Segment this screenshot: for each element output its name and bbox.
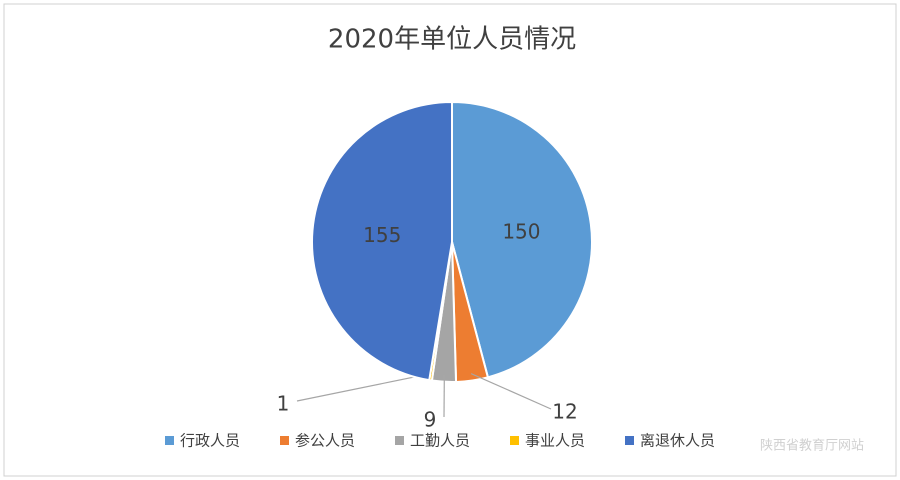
leader-line bbox=[470, 373, 552, 410]
legend-label: 行政人员 bbox=[180, 432, 240, 450]
legend-marker bbox=[395, 436, 404, 445]
chart-title: 2020年单位人员情况 bbox=[328, 25, 576, 55]
legend-marker bbox=[165, 436, 174, 445]
legend-label: 参公人员 bbox=[295, 432, 355, 450]
watermark: 陕西省教育厅网站 bbox=[760, 438, 864, 454]
leader-line bbox=[296, 372, 432, 402]
pie-slice bbox=[451, 100, 593, 379]
legend-label: 事业人员 bbox=[525, 432, 585, 450]
legend-label: 工勤人员 bbox=[410, 432, 470, 450]
legend-label: 离退休人员 bbox=[640, 432, 715, 450]
pie-slice bbox=[311, 100, 453, 382]
data-label: 12 bbox=[552, 400, 577, 424]
legend-marker bbox=[625, 436, 634, 445]
data-label: 155 bbox=[363, 223, 401, 247]
data-label: 1 bbox=[277, 392, 290, 416]
legend-marker bbox=[280, 436, 289, 445]
legend-marker bbox=[510, 436, 519, 445]
data-label: 150 bbox=[502, 219, 540, 243]
data-label: 9 bbox=[424, 408, 437, 432]
